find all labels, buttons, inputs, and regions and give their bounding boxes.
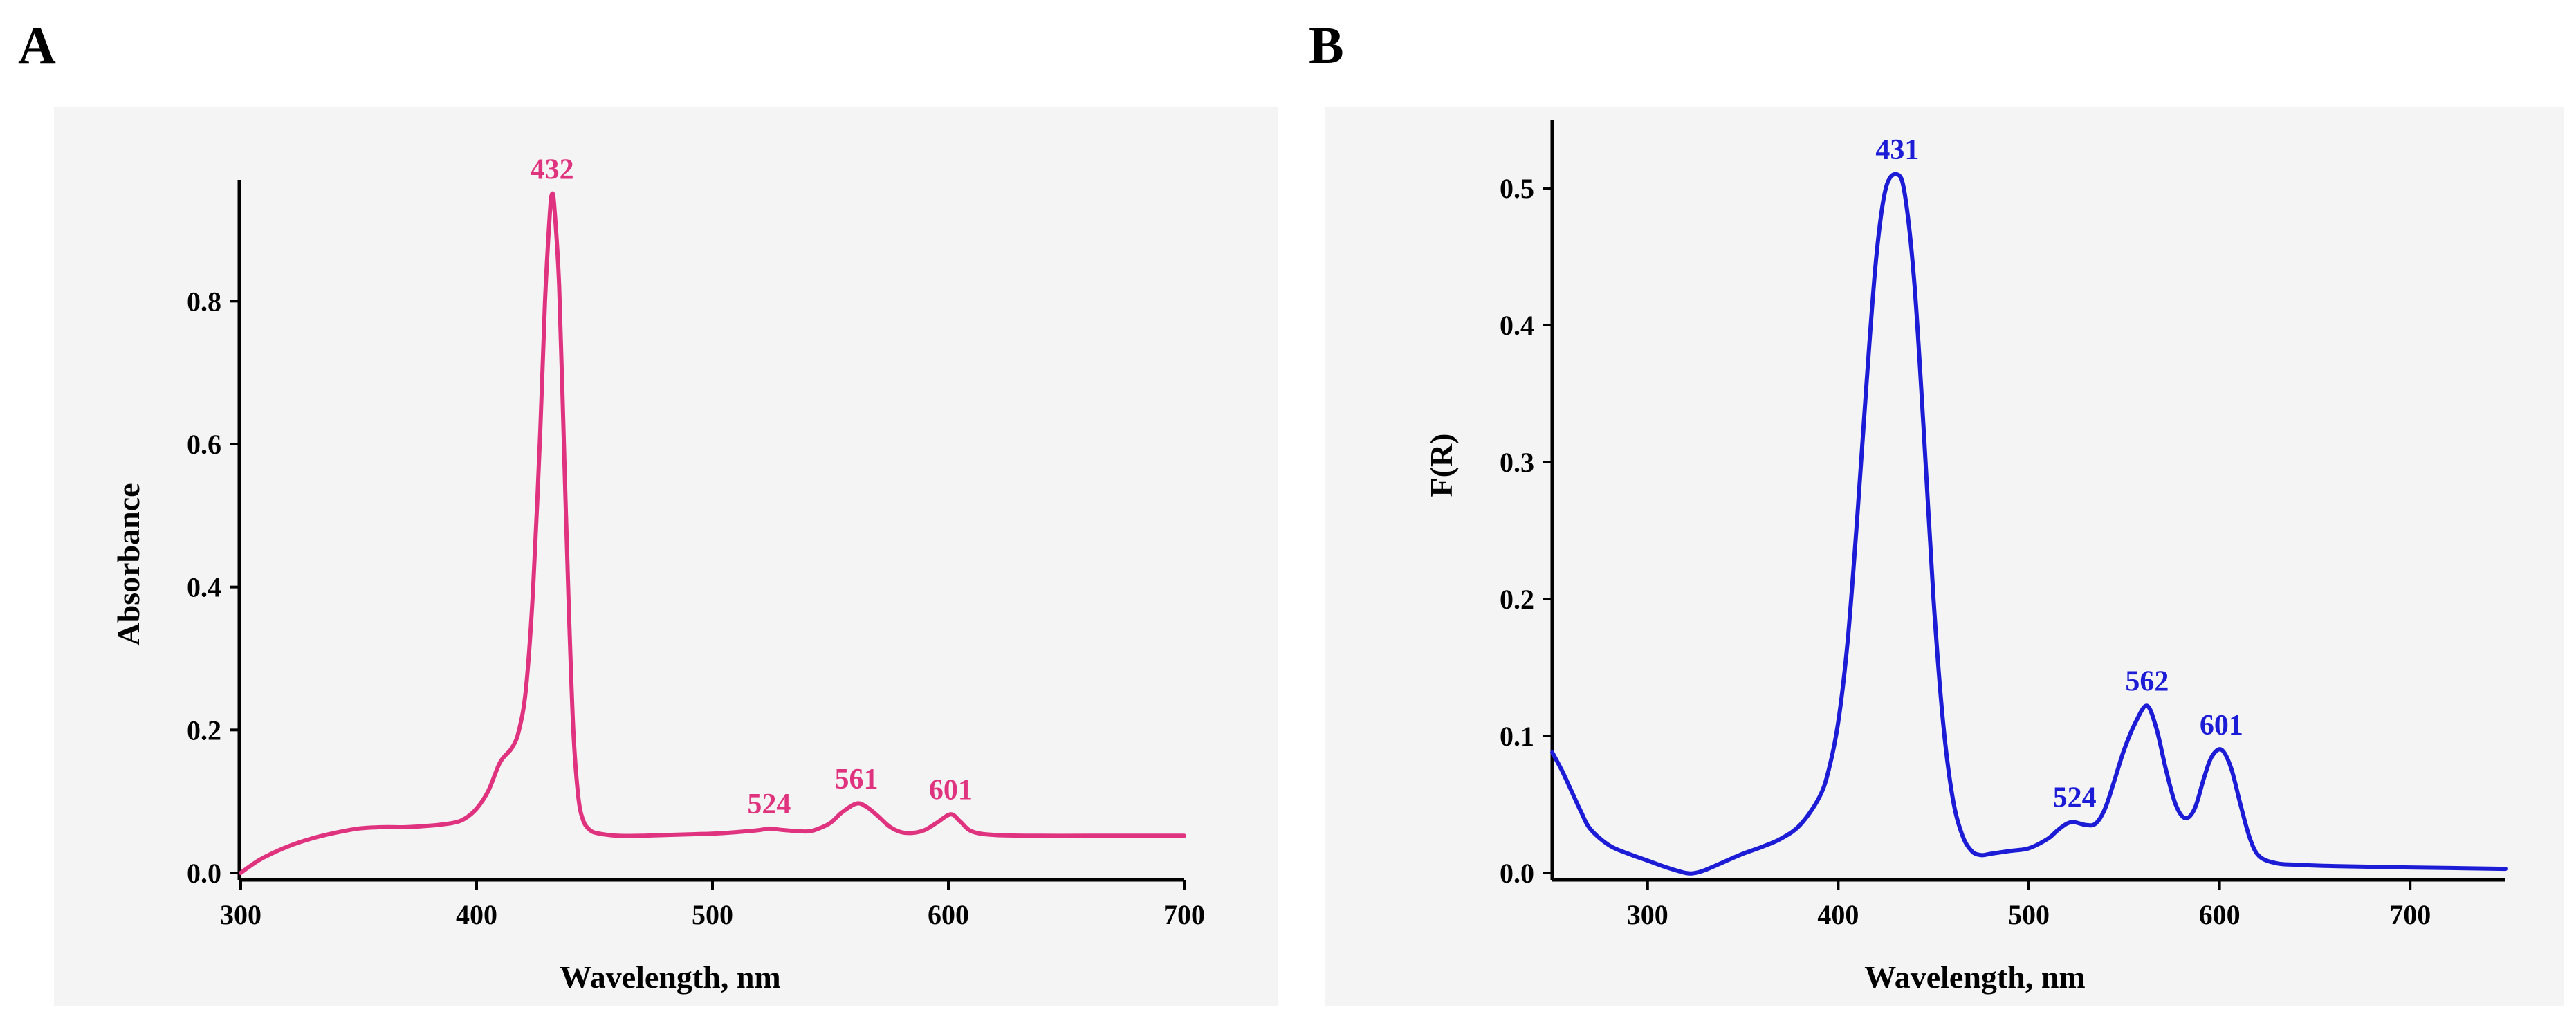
b-x-axis-title: Wavelength, nm	[1864, 959, 2085, 995]
a-y-tick-label: 0.2	[187, 715, 221, 746]
b-y-tick-label: 0.3	[1500, 447, 1534, 478]
a-x-tick-label: 400	[456, 899, 497, 930]
a-peak-label-561: 561	[835, 764, 878, 795]
b-x-tick-label: 500	[2008, 899, 2050, 930]
b-peak-label-562: 562	[2125, 665, 2169, 697]
b-y-axis-title: F(R)	[1424, 434, 1459, 497]
b-y-tick-label: 0.2	[1500, 584, 1534, 615]
b-x-tick-label: 700	[2389, 899, 2431, 930]
panel-b-background	[1325, 107, 2564, 1006]
a-x-tick-label: 600	[928, 899, 969, 930]
b-x-tick-label: 300	[1627, 899, 1668, 930]
a-x-tick-label: 500	[692, 899, 733, 930]
b-peak-label-524: 524	[2053, 782, 2097, 814]
a-peak-label-601: 601	[929, 774, 973, 806]
chart-a-absorbance: 300 400 500 600 700 0.0 0.2 0.4 0.6 0.8 Wavelength…	[111, 154, 1205, 995]
a-x-tick-label: 300	[220, 899, 261, 930]
b-series-line	[1550, 172, 2508, 876]
a-y-tick-label: 0.0	[187, 858, 221, 889]
chart-b-fr: 300 400 500 600 700 0.0 0.1 0.2 0.3 0.4 0.5 Wavelen…	[1424, 120, 2508, 995]
a-peak-label-432: 432	[531, 154, 574, 185]
b-y-tick-label: 0.1	[1500, 721, 1534, 752]
b-peak-label-431: 431	[1875, 134, 1919, 166]
panel-a-label: A	[18, 17, 56, 75]
a-y-axis-title: Absorbance	[111, 483, 146, 645]
b-y-tick-label: 0.5	[1500, 173, 1534, 204]
a-y-tick-label: 0.4	[187, 572, 221, 603]
a-y-tick-label: 0.8	[187, 286, 221, 317]
panel-b-label: B	[1309, 17, 1344, 75]
a-peak-label-524: 524	[747, 789, 791, 820]
b-y-tick-label: 0.4	[1500, 310, 1534, 341]
b-x-tick-label: 400	[1817, 899, 1859, 930]
a-y-tick-label: 0.6	[187, 429, 221, 460]
a-series-line	[239, 191, 1186, 875]
panel-a-background	[54, 107, 1278, 1006]
b-x-tick-label: 600	[2199, 899, 2241, 930]
b-peak-label-601: 601	[2200, 710, 2243, 741]
b-y-tick-label: 0.0	[1500, 858, 1534, 889]
a-x-tick-label: 700	[1163, 899, 1205, 930]
a-x-axis-title: Wavelength, nm	[560, 959, 780, 995]
